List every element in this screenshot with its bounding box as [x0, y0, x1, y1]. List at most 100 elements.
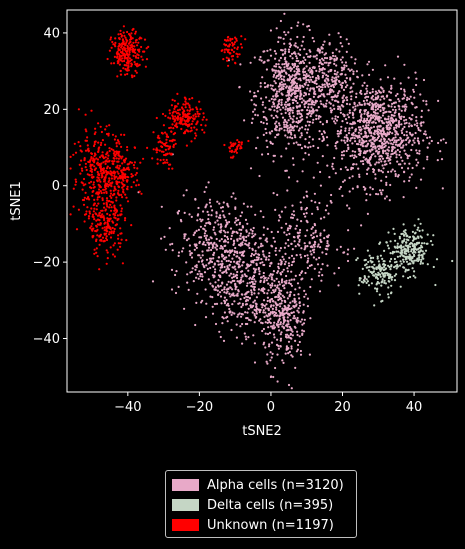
- data-point: [254, 233, 257, 236]
- data-point: [94, 229, 97, 233]
- data-point: [267, 326, 270, 329]
- data-point: [204, 224, 207, 227]
- data-point: [271, 307, 274, 310]
- data-point: [108, 233, 111, 236]
- data-point: [119, 29, 122, 32]
- data-point: [381, 171, 384, 174]
- data-point: [396, 175, 400, 178]
- data-point: [391, 148, 394, 151]
- data-point: [196, 108, 199, 111]
- data-point: [272, 333, 276, 336]
- data-point: [417, 259, 420, 263]
- data-point: [188, 98, 191, 101]
- data-point: [410, 259, 413, 262]
- data-point: [224, 231, 227, 234]
- data-point: [286, 107, 289, 110]
- data-point: [297, 307, 300, 310]
- data-point: [110, 46, 113, 49]
- data-point: [285, 60, 288, 64]
- data-point: [413, 96, 416, 99]
- data-point: [408, 122, 411, 125]
- data-point: [304, 100, 307, 103]
- data-point: [294, 300, 297, 303]
- data-point: [108, 149, 111, 153]
- data-point: [369, 193, 372, 196]
- data-point: [402, 230, 405, 233]
- data-point: [211, 209, 214, 212]
- data-point: [393, 128, 396, 131]
- data-point: [211, 274, 214, 277]
- data-point: [349, 122, 352, 125]
- data-point: [274, 65, 278, 68]
- data-point: [114, 45, 117, 48]
- data-point: [243, 273, 246, 276]
- data-point: [405, 98, 409, 101]
- data-point: [374, 121, 377, 124]
- data-point: [364, 158, 367, 161]
- data-point: [369, 186, 372, 189]
- data-point: [413, 259, 416, 262]
- data-point: [389, 162, 392, 165]
- data-point: [115, 196, 118, 199]
- data-point: [351, 90, 354, 93]
- data-point: [403, 93, 406, 96]
- data-point: [377, 169, 380, 172]
- data-point: [170, 152, 173, 155]
- data-point: [111, 40, 114, 44]
- data-point: [129, 36, 132, 39]
- data-point: [398, 237, 401, 240]
- data-point: [281, 63, 284, 66]
- data-point: [340, 154, 343, 157]
- data-point: [284, 282, 288, 285]
- data-point: [315, 117, 318, 121]
- data-point: [256, 136, 259, 139]
- data-point: [114, 41, 117, 45]
- data-point: [424, 130, 427, 133]
- data-point: [390, 170, 393, 173]
- data-point: [174, 273, 177, 277]
- data-point: [112, 189, 115, 192]
- data-point: [173, 124, 177, 127]
- data-point: [408, 242, 411, 246]
- data-point: [177, 254, 180, 257]
- data-point: [262, 327, 265, 331]
- data-point: [106, 251, 109, 254]
- data-point: [420, 124, 423, 127]
- data-point: [228, 51, 231, 55]
- data-point: [224, 225, 227, 228]
- data-point: [393, 170, 397, 173]
- data-point: [286, 312, 289, 315]
- data-point: [124, 217, 127, 220]
- data-point: [368, 162, 371, 165]
- data-point: [184, 130, 187, 133]
- data-point: [198, 236, 201, 239]
- data-point: [132, 181, 135, 184]
- data-point: [306, 87, 309, 90]
- data-point: [109, 246, 112, 249]
- data-point: [267, 277, 270, 280]
- data-point: [259, 82, 262, 85]
- data-point: [249, 304, 252, 307]
- data-point: [299, 53, 302, 57]
- data-point: [284, 125, 288, 129]
- data-point: [81, 169, 84, 172]
- data-point: [324, 79, 327, 82]
- data-point: [410, 256, 413, 259]
- data-point: [264, 311, 267, 314]
- data-point: [293, 325, 296, 328]
- data-point: [103, 171, 106, 174]
- data-point: [318, 290, 322, 293]
- data-point: [264, 346, 267, 349]
- data-point: [134, 32, 137, 35]
- data-point: [117, 193, 120, 196]
- data-point: [293, 293, 296, 297]
- data-point: [164, 144, 167, 147]
- data-point: [281, 278, 284, 281]
- data-point: [321, 263, 324, 266]
- data-point: [347, 116, 350, 119]
- data-point: [117, 185, 121, 189]
- data-point: [374, 90, 377, 93]
- data-point: [270, 130, 274, 133]
- data-point: [138, 50, 141, 53]
- data-point: [344, 141, 347, 144]
